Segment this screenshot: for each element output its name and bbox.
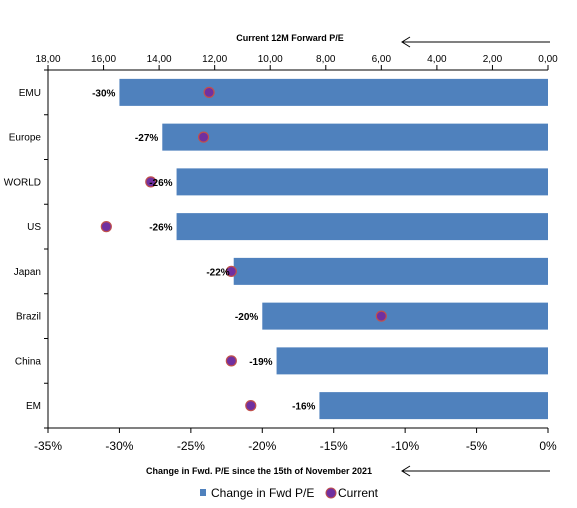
bar bbox=[176, 213, 549, 241]
category-label: EMU bbox=[19, 88, 41, 99]
category-label: US bbox=[27, 222, 41, 233]
category-label: Europe bbox=[9, 133, 42, 144]
bar bbox=[319, 392, 548, 420]
bar-data-label: -22% bbox=[206, 267, 229, 278]
top-axis-title: Current 12M Forward P/E bbox=[236, 33, 344, 43]
top-axis-tick-label: 0,00 bbox=[538, 54, 558, 65]
bar-data-label: -20% bbox=[235, 312, 258, 323]
bar bbox=[162, 123, 549, 151]
bar-data-label: -19% bbox=[249, 357, 272, 368]
current-marker bbox=[145, 176, 157, 188]
current-marker bbox=[100, 221, 112, 233]
category-label: EM bbox=[26, 401, 41, 412]
top-axis: Current 12M Forward P/E 18,00 16,00 14,00 1… bbox=[35, 33, 558, 71]
top-axis-tick-label: 12,00 bbox=[202, 54, 227, 65]
bottom-axis-tick-label: 0% bbox=[539, 439, 557, 453]
current-marker bbox=[197, 131, 210, 143]
bottom-axis-title: Change in Fwd. P/E since the 15th of Nov… bbox=[146, 466, 372, 476]
bottom-axis-tick-label: -20% bbox=[248, 439, 276, 453]
category-label: WORLD bbox=[4, 177, 41, 188]
bar-series bbox=[119, 78, 549, 420]
bottom-axis-tick-label: -30% bbox=[105, 439, 133, 453]
current-marker bbox=[375, 310, 387, 322]
current-marker bbox=[203, 86, 215, 98]
top-axis-tick-label: 18,00 bbox=[35, 54, 60, 65]
bottom-axis: Change in Fwd. P/E since the 15th of Nov… bbox=[34, 427, 557, 477]
legend: Change in Fwd P/E Current bbox=[200, 486, 379, 500]
top-axis-tick-label: 14,00 bbox=[147, 54, 172, 65]
data-labels: -30% -27% -26% -26% -22% -20% -19% -16% bbox=[92, 88, 315, 412]
bottom-axis-tick-label: -35% bbox=[34, 439, 62, 453]
top-axis-tick-label: 8,00 bbox=[316, 54, 336, 65]
legend-label-current: Current bbox=[338, 486, 379, 500]
bar-data-label: -27% bbox=[135, 133, 158, 144]
top-axis-tick-label: 6,00 bbox=[372, 54, 392, 65]
bottom-axis-tick-label: -10% bbox=[391, 439, 419, 453]
bar bbox=[176, 168, 549, 196]
category-labels: EMU Europe WORLD US Japan Brazil China EM bbox=[4, 69, 48, 429]
bottom-axis-tick-label: -5% bbox=[466, 439, 488, 453]
top-axis-tick-label: 10,00 bbox=[258, 54, 283, 65]
category-label: China bbox=[15, 356, 42, 367]
bar-data-label: -26% bbox=[149, 178, 172, 189]
legend-swatch-current bbox=[325, 487, 337, 499]
legend-swatch-bar bbox=[200, 489, 206, 496]
legend-label-bar: Change in Fwd P/E bbox=[211, 486, 314, 500]
current-series bbox=[100, 86, 387, 412]
category-label: Japan bbox=[14, 267, 41, 278]
bottom-axis-tick-label: -25% bbox=[177, 439, 205, 453]
bar-data-label: -16% bbox=[292, 402, 315, 413]
current-marker bbox=[245, 400, 257, 412]
bar bbox=[262, 302, 548, 330]
bar-data-label: -30% bbox=[92, 88, 115, 99]
bottom-axis-arrow bbox=[401, 465, 550, 477]
category-label: Brazil bbox=[16, 312, 41, 323]
top-axis-tick-label: 16,00 bbox=[91, 54, 116, 65]
bar bbox=[276, 347, 548, 375]
top-axis-tick-label: 2,00 bbox=[483, 54, 503, 65]
bar-data-label: -26% bbox=[149, 223, 172, 234]
bar bbox=[233, 257, 548, 285]
current-marker bbox=[225, 265, 237, 277]
top-axis-arrow bbox=[401, 36, 550, 48]
bar bbox=[119, 78, 548, 106]
top-axis-tick-label: 4,00 bbox=[427, 54, 447, 65]
current-marker bbox=[225, 355, 237, 367]
bottom-axis-tick-label: -15% bbox=[320, 439, 348, 453]
